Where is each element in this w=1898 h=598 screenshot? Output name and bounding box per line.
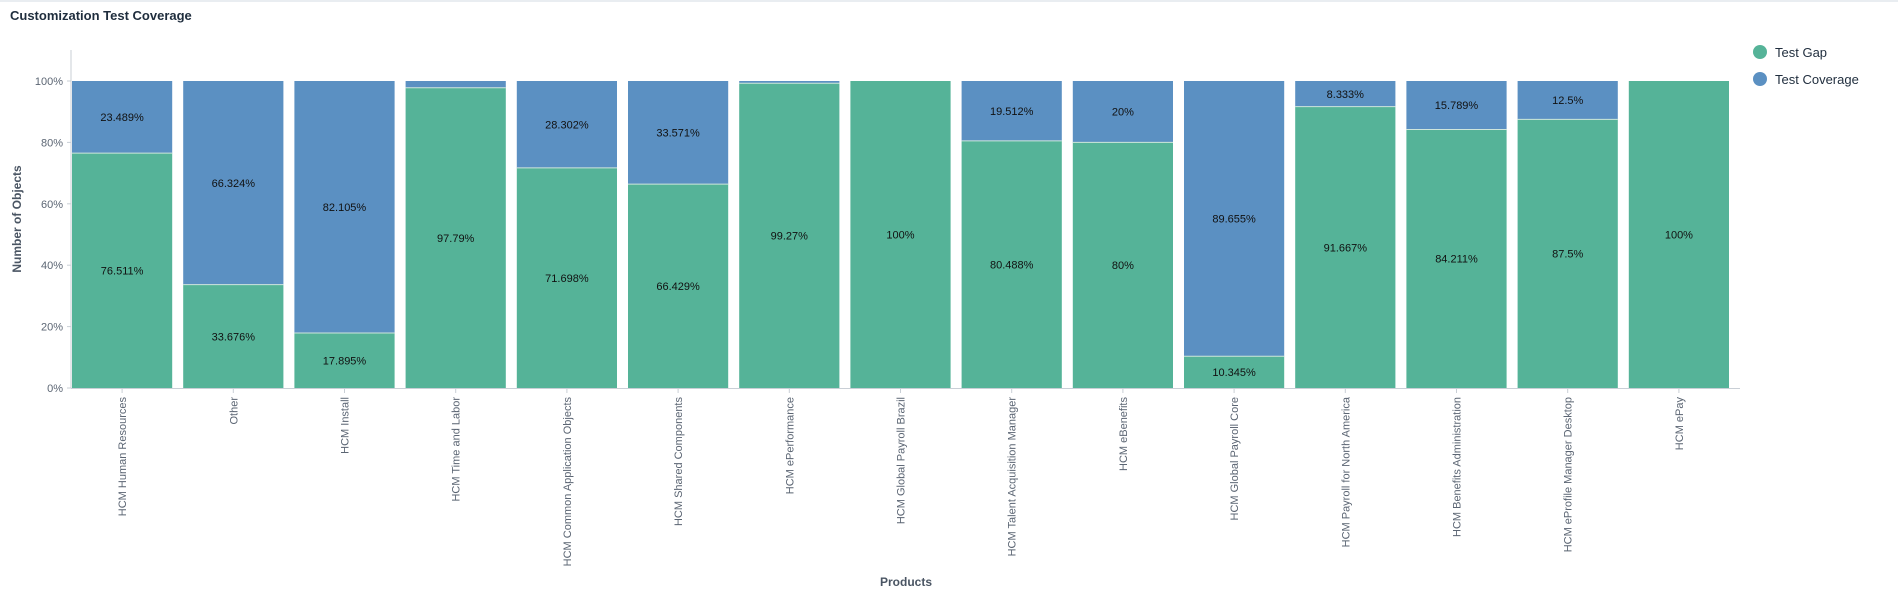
data-label: 82.105%: [323, 202, 367, 214]
x-axis: HCM Human Resources Other HCM Install HCM T…: [71, 388, 1740, 566]
data-label: 97.79%: [437, 233, 475, 245]
x-tick-label: Other: [228, 397, 240, 425]
bar-test-gap[interactable]: [72, 153, 173, 388]
data-label: 12.5%: [1552, 95, 1583, 107]
bar-test-coverage[interactable]: [405, 81, 506, 88]
bar-test-coverage[interactable]: [739, 81, 840, 84]
x-tick-label: HCM Install: [340, 397, 352, 454]
bar-test-coverage[interactable]: [1184, 81, 1285, 357]
data-label: 80%: [1112, 260, 1134, 272]
data-label: 20%: [1112, 107, 1134, 119]
y-tick-label: 80%: [41, 137, 63, 149]
legend-swatch: [1753, 72, 1767, 86]
y-axis: 0% 20% 40% 60% 80% 100%: [35, 50, 72, 395]
bar-test-gap[interactable]: [628, 184, 729, 388]
data-label: 28.302%: [545, 119, 589, 131]
bar-test-coverage[interactable]: [1406, 81, 1507, 130]
x-tick-label: HCM Global Payroll Core: [1229, 397, 1241, 520]
chart-title: Customization Test Coverage: [10, 8, 192, 23]
bar-test-coverage[interactable]: [294, 81, 395, 334]
data-label: 71.698%: [545, 273, 589, 285]
y-tick-label: 20%: [41, 322, 63, 334]
x-tick-label: HCM Talent Acquisition Manager: [1007, 397, 1019, 557]
data-label: 66.324%: [212, 178, 256, 190]
data-label: 10.345%: [1212, 367, 1256, 379]
bar-test-gap[interactable]: [1517, 119, 1618, 388]
bar-test-gap[interactable]: [1072, 142, 1173, 388]
data-label: 89.655%: [1212, 214, 1256, 226]
data-label: 23.489%: [100, 112, 144, 124]
bar-test-gap[interactable]: [1295, 106, 1396, 389]
x-tick-label: HCM ePerformance: [784, 397, 796, 494]
data-label: 8.333%: [1327, 89, 1365, 101]
bar-test-coverage[interactable]: [1295, 81, 1396, 107]
data-label: 91.667%: [1324, 242, 1368, 254]
bar-test-gap[interactable]: [516, 167, 617, 388]
bar-test-gap[interactable]: [1184, 356, 1285, 388]
bar-test-gap[interactable]: [1628, 81, 1729, 388]
y-tick-label: 60%: [41, 199, 63, 211]
x-tick-label: HCM Benefits Administration: [1452, 397, 1464, 537]
bar-test-coverage[interactable]: [1072, 81, 1173, 143]
y-tick-label: 40%: [41, 260, 63, 272]
x-tick-label: HCM Human Resources: [117, 397, 129, 517]
x-tick-label: HCM eProfile Manager Desktop: [1563, 397, 1575, 552]
legend: Test Gap Test Coverage: [1753, 45, 1859, 87]
data-label: 87.5%: [1552, 249, 1583, 261]
data-labels-group: 76.511% 23.489% 33.676% 66.324% 17.895% 82.10…: [100, 89, 1693, 379]
bar-test-coverage[interactable]: [516, 81, 617, 168]
data-label: 19.512%: [990, 106, 1034, 118]
x-tick-label: HCM eBenefits: [1118, 397, 1130, 471]
x-tick-label: HCM Common Application Objects: [562, 397, 574, 567]
data-label: 99.27%: [771, 231, 809, 243]
y-tick-label: 100%: [35, 76, 63, 88]
data-label: 17.895%: [323, 356, 367, 368]
legend-label[interactable]: Test Coverage: [1775, 72, 1859, 87]
legend-swatch: [1753, 45, 1767, 59]
bars-group: [72, 81, 1729, 389]
bar-test-coverage[interactable]: [961, 81, 1062, 141]
bar-test-gap[interactable]: [294, 333, 395, 388]
bar-test-gap[interactable]: [1406, 129, 1507, 388]
bar-test-gap[interactable]: [183, 284, 284, 388]
data-label: 80.488%: [990, 259, 1034, 271]
data-label: 100%: [1665, 230, 1693, 242]
x-tick-label: HCM Payroll for North America: [1340, 396, 1352, 547]
bar-test-coverage[interactable]: [628, 81, 729, 185]
top-divider: [0, 0, 1898, 2]
data-label: 84.211%: [1435, 254, 1478, 266]
data-label: 100%: [886, 230, 914, 242]
bar-test-coverage[interactable]: [72, 81, 173, 154]
y-tick-label: 0%: [47, 383, 63, 395]
y-axis-title: Number of Objects: [10, 165, 24, 273]
data-label: 66.429%: [656, 281, 700, 293]
x-tick-label: HCM ePay: [1674, 397, 1686, 451]
bar-test-gap[interactable]: [961, 140, 1062, 388]
x-tick-label: HCM Shared Components: [673, 397, 685, 527]
bar-test-gap[interactable]: [739, 83, 840, 389]
x-tick-label: HCM Global Payroll Brazil: [896, 397, 908, 524]
data-label: 15.789%: [1435, 100, 1479, 112]
data-label: 33.676%: [212, 331, 256, 343]
data-label: 33.571%: [656, 128, 700, 140]
legend-label[interactable]: Test Gap: [1775, 45, 1827, 60]
x-axis-title: Products: [880, 575, 932, 589]
bar-test-coverage[interactable]: [1517, 81, 1618, 120]
bar-test-gap[interactable]: [850, 81, 951, 388]
bar-test-gap[interactable]: [405, 87, 506, 388]
bar-test-coverage[interactable]: [183, 81, 284, 285]
x-tick-label: HCM Time and Labor: [451, 397, 463, 502]
data-label: 76.511%: [101, 266, 144, 278]
